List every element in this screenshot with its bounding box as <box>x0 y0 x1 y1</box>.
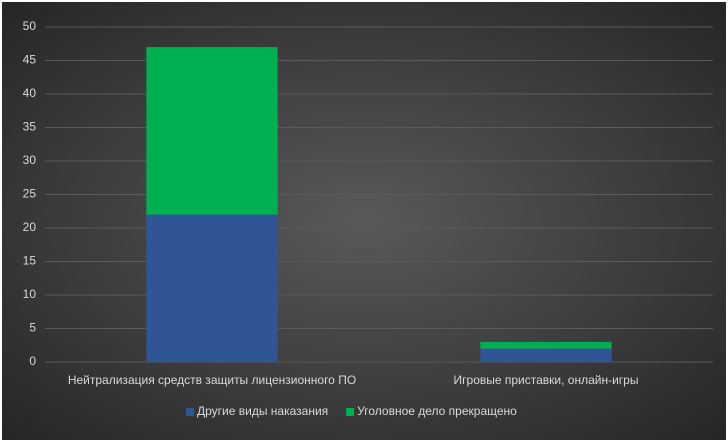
y-tick-label: 0 <box>29 354 36 368</box>
y-tick-label: 10 <box>23 287 37 301</box>
y-tick-label: 20 <box>23 220 37 234</box>
y-tick-label: 45 <box>23 53 37 67</box>
bar-segment <box>146 47 278 215</box>
legend-swatch <box>346 408 355 416</box>
y-tick-label: 50 <box>23 19 37 33</box>
bar-segment <box>146 214 278 362</box>
legend-label: Уголовное дело прекращено <box>357 404 517 418</box>
y-tick-label: 25 <box>23 187 37 201</box>
y-tick-label: 40 <box>23 86 37 100</box>
x-tick-label: Нейтрализация средств защиты лицензионно… <box>68 373 356 387</box>
y-tick-label: 15 <box>23 254 37 268</box>
x-tick-label: Игровые приставки, онлайн-игры <box>454 373 639 387</box>
y-tick-label: 35 <box>23 120 37 134</box>
bar-segment <box>480 341 612 349</box>
bar-segment <box>480 348 612 362</box>
y-tick-label: 5 <box>29 321 36 335</box>
legend-label: Другие виды наказания <box>197 404 328 418</box>
y-tick-label: 30 <box>23 153 37 167</box>
legend-swatch <box>186 408 194 416</box>
